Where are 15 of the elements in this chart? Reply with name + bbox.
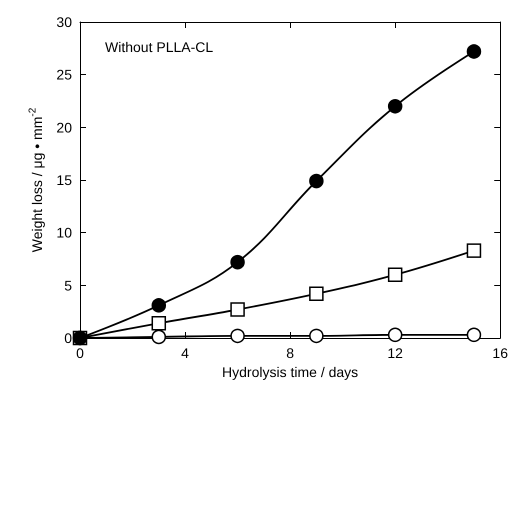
x-axis-title: Hydrolysis time / days	[222, 364, 358, 380]
y-tick-label: 25	[56, 66, 72, 83]
y-tick-label: 30	[56, 14, 72, 30]
x-tick-label: 0	[76, 345, 84, 361]
y-tick-label: 0	[64, 330, 72, 346]
y-tick-label: 15	[56, 172, 72, 188]
x-tick-label: 8	[286, 345, 294, 361]
y-tick-label: 5	[64, 277, 72, 294]
y-axis-title: Weight loss / μg • mm-2	[28, 107, 45, 252]
x-tick-label: 4	[181, 345, 190, 361]
annotation: Without PLLA-CL	[105, 39, 214, 55]
y-tick-label: 20	[56, 119, 72, 136]
y-tick-label: 10	[56, 224, 72, 241]
x-tick-label: 12	[387, 345, 404, 361]
x-tick-label: 16	[492, 345, 508, 361]
